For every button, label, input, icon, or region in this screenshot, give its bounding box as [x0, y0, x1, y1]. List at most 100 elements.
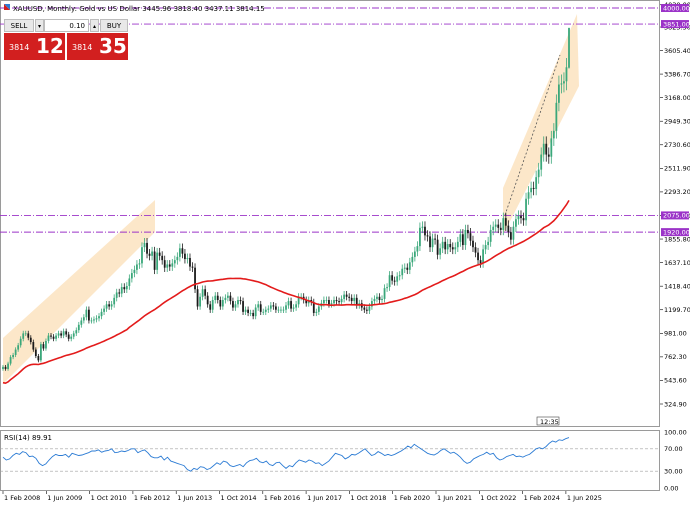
candle-body: [295, 304, 298, 308]
volume-up-icon[interactable]: ▴: [90, 19, 99, 32]
candle-body: [272, 305, 275, 307]
candle-body: [234, 304, 237, 308]
candle-body: [45, 340, 47, 349]
candle-body: [371, 301, 373, 307]
candle-body: [474, 247, 477, 253]
candle-body: [277, 309, 280, 311]
candle-body: [249, 312, 252, 314]
candle-body: [226, 295, 229, 298]
time-tick-label: 1 Feb 2024: [524, 494, 560, 502]
candle-body: [555, 102, 558, 131]
candle-body: [527, 192, 530, 199]
candle-body: [383, 288, 386, 299]
candle-body: [199, 296, 201, 307]
candle-body: [406, 267, 409, 270]
volume-dropdown-icon[interactable]: ▾: [35, 19, 44, 32]
candle-body: [494, 224, 497, 227]
candle-body: [315, 311, 318, 313]
candle-body: [459, 234, 462, 242]
candle-body: [29, 337, 32, 343]
price-tick-label: 3168.00: [664, 94, 690, 102]
price-tick-label: 3605.40: [664, 47, 690, 55]
candle-body: [216, 295, 219, 301]
candle-body: [186, 257, 189, 260]
candle-body: [88, 309, 90, 321]
candle-body: [60, 333, 63, 336]
candle-body: [17, 345, 20, 350]
candle-body: [14, 349, 17, 355]
candle-body: [166, 264, 169, 268]
price-tick-label: 2730.60: [664, 141, 690, 149]
candle-body: [530, 187, 532, 193]
candle-body: [181, 248, 184, 254]
candle-body: [509, 232, 512, 240]
candle-body: [269, 305, 272, 309]
candle-body: [161, 255, 164, 261]
volume-input[interactable]: 0.10: [44, 19, 89, 32]
main-panel-frame: [0, 0, 660, 427]
rsi-label: RSI(14) 89.91: [4, 434, 52, 442]
buy-button[interactable]: BUY: [100, 19, 128, 32]
candle-body: [57, 333, 60, 336]
time-tick-label: 1 Feb 2008: [4, 494, 40, 502]
candle-body: [348, 296, 351, 298]
candle-body: [381, 298, 383, 301]
candle-body: [146, 242, 148, 254]
candle-body: [115, 292, 118, 298]
candle-body: [451, 247, 454, 250]
sell-price-button[interactable]: 3814 12: [4, 33, 65, 60]
candle-body: [201, 289, 204, 297]
rsi-tick-label: 0.00: [664, 484, 678, 492]
candle-body: [497, 224, 500, 228]
candle-body: [297, 296, 300, 305]
time-tick-label: 1 Jun 2009: [47, 494, 82, 502]
candle-body: [244, 309, 247, 312]
level-label-text: 2075.00: [663, 212, 690, 220]
candle-body: [221, 300, 224, 307]
rsi-axis: 100.00 70.00 30.00 0.00: [664, 428, 687, 492]
candle-body: [19, 338, 22, 346]
candle-body: [479, 260, 482, 264]
time-tick-label: 1 Oct 2022: [480, 494, 516, 502]
candle-body: [565, 67, 568, 82]
time-tick-label: 1 Jun 2017: [307, 494, 342, 502]
candle-body: [148, 253, 151, 256]
candle-body: [34, 349, 37, 357]
time-tick-label: 1 Feb 2012: [134, 494, 170, 502]
price-tick-label: 2949.30: [664, 118, 690, 126]
level-label-text: 3851.00: [663, 20, 690, 28]
buy-price-small: 3814: [72, 43, 93, 52]
candle-body: [365, 309, 368, 311]
candle-body: [82, 317, 85, 321]
candle-body: [163, 260, 166, 268]
candle-body: [515, 219, 517, 227]
level-label-box: [661, 211, 689, 220]
level-label-box: [661, 4, 689, 12]
candle-body: [345, 294, 348, 297]
candle-body: [552, 130, 555, 139]
candle-body: [168, 264, 171, 267]
candle-body: [93, 319, 95, 321]
sell-price-small: 3814: [9, 43, 30, 52]
candle-body: [568, 28, 570, 68]
candle-body: [416, 246, 419, 252]
candle-body: [75, 330, 78, 334]
candle-body: [32, 342, 35, 350]
buy-price-button[interactable]: 3814 35: [67, 33, 128, 60]
candle-body: [72, 333, 75, 337]
candle-body: [472, 240, 474, 248]
candle-body: [282, 309, 285, 311]
candle-body: [413, 251, 416, 257]
candle-body: [563, 81, 565, 84]
candle-body: [42, 344, 45, 349]
candle-body: [489, 229, 492, 242]
candle-body: [173, 260, 176, 264]
candle-body: [373, 298, 376, 302]
sell-button[interactable]: SELL: [4, 19, 34, 32]
candle-body: [467, 229, 469, 234]
candle-body: [426, 235, 429, 237]
candle-body: [194, 267, 196, 290]
candle-body: [305, 300, 308, 304]
candle-body: [237, 300, 239, 305]
